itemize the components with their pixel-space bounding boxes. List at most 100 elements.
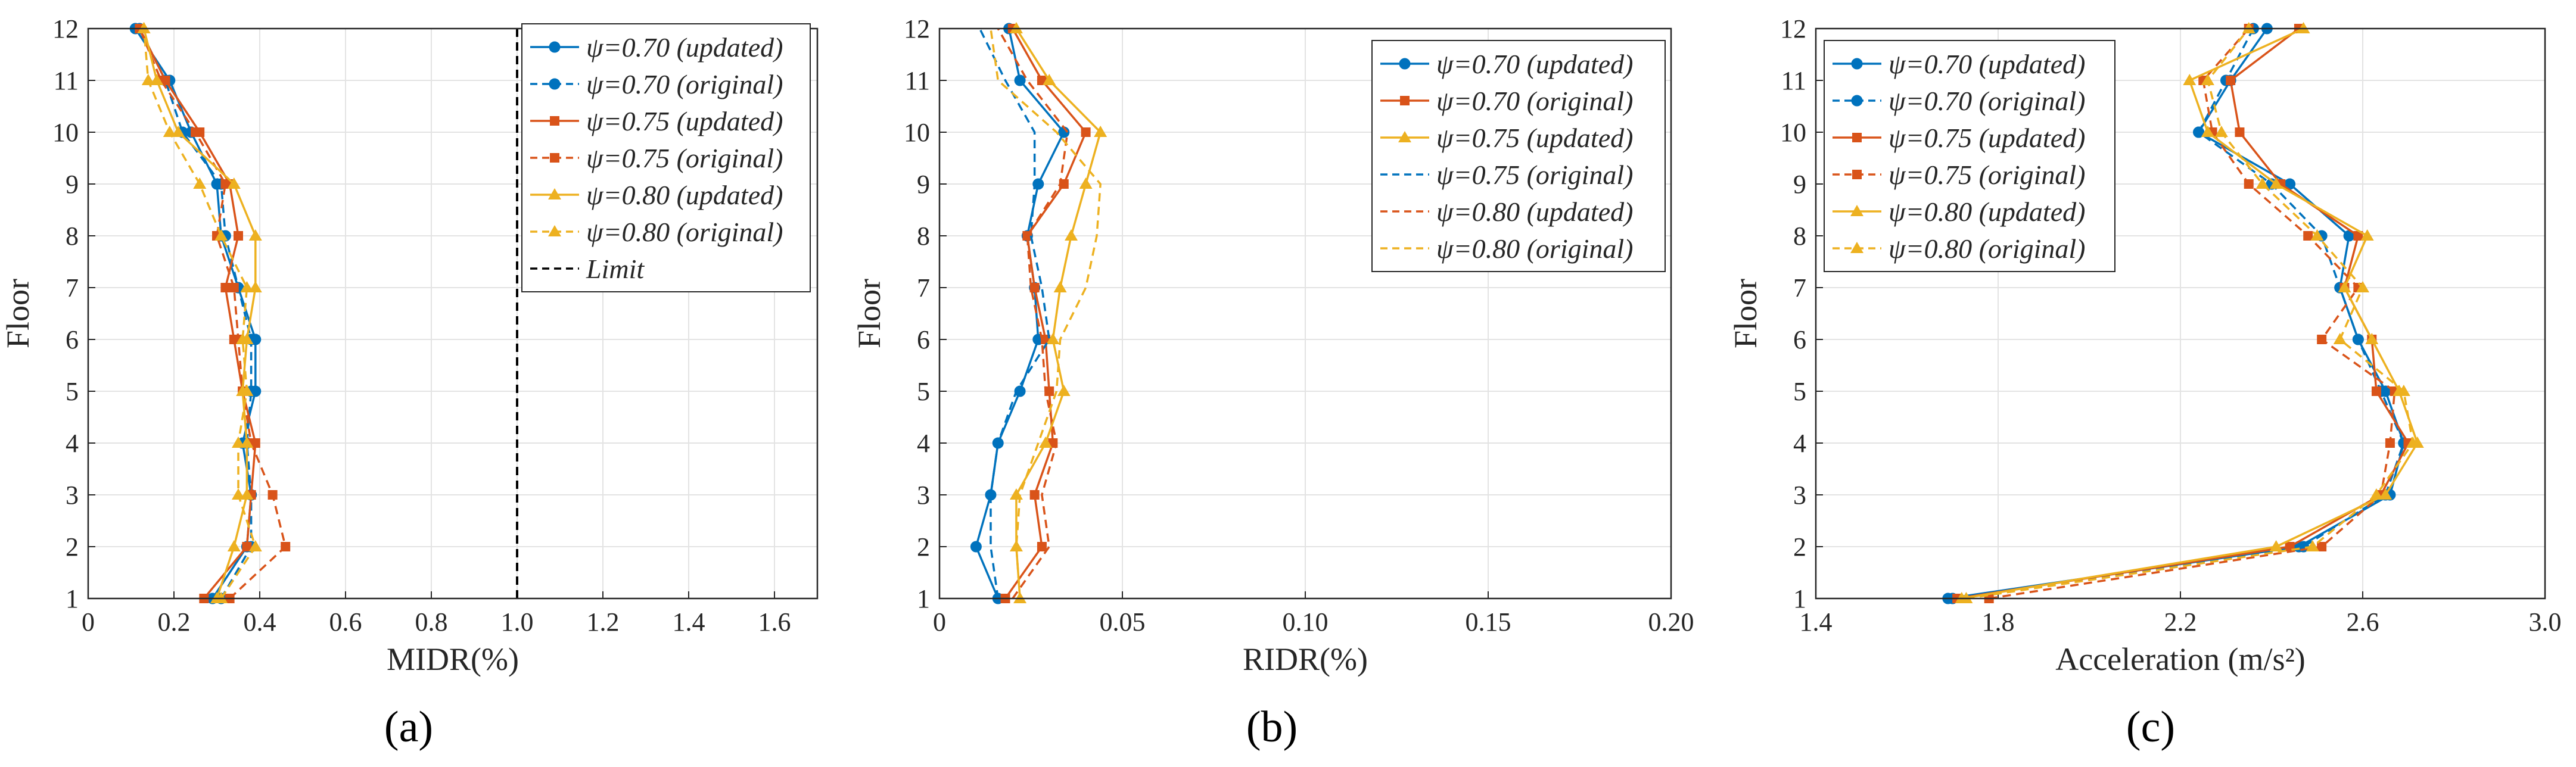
series-line: [138, 28, 257, 600]
x-tick-label: 0.20: [1648, 607, 1694, 637]
y-tick-label: 7: [1793, 273, 1806, 303]
data-point: [1029, 283, 1040, 292]
data-point: [2310, 229, 2324, 241]
y-tick-label: 11: [54, 66, 79, 95]
y-tick-label: 8: [66, 222, 79, 251]
series-line: [142, 28, 257, 599]
legend-entry: ψ=0.80 (updated): [1436, 197, 1633, 227]
x-tick-label: 2.6: [2347, 607, 2379, 637]
data-point: [227, 540, 241, 551]
data-point: [2317, 335, 2327, 344]
data-point: [1094, 126, 1107, 137]
y-tick-label: 6: [1793, 325, 1806, 354]
x-tick-label: 0.15: [1466, 607, 1511, 637]
data-point: [2226, 76, 2236, 85]
y-tick-label: 7: [917, 273, 930, 303]
data-point: [214, 592, 228, 603]
legend: ψ=0.70 (updated) ψ=0.70 (original) ψ=0.75 …: [1371, 40, 1666, 272]
y-axis-label: Floor: [851, 279, 887, 348]
panel-b-label: (b): [1246, 703, 1298, 752]
y-tick-label: 6: [917, 325, 930, 354]
legend-marker: [548, 188, 561, 199]
y-axis-label: Floor: [0, 279, 36, 348]
series-ψ=0.75 (updated): [1009, 22, 1107, 603]
data-point: [2369, 488, 2383, 500]
legend-entry: ψ=0.75 (original): [1436, 160, 1634, 190]
series-ψ=0.80 (original): [137, 22, 262, 603]
legend-marker: [1851, 58, 1863, 70]
data-point: [232, 436, 245, 448]
legend-marker: [549, 41, 561, 53]
y-tick-label: 4: [1793, 429, 1806, 458]
data-point: [2244, 179, 2254, 189]
y-tick-label: 9: [917, 170, 930, 199]
y-tick-label: 1: [1793, 584, 1806, 613]
series-ψ=0.80 (updated): [1955, 22, 2424, 603]
axes-box: [87, 27, 819, 600]
y-axis-label: Floor: [1728, 279, 1763, 348]
legend-entry: ψ=0.75 (original): [586, 143, 783, 173]
legend-marker: [548, 225, 561, 236]
data-point: [2379, 488, 2393, 500]
legend: ψ=0.70 (updated) ψ=0.70 (original) ψ=0.75 …: [521, 23, 811, 292]
legend-box: [1824, 40, 2115, 272]
data-point: [2352, 333, 2364, 345]
axes-box: [1815, 27, 2546, 600]
y-tick-label: 9: [1793, 170, 1806, 199]
data-point: [150, 74, 164, 85]
data-point: [281, 542, 291, 551]
x-tick-label: 0.2: [158, 607, 191, 637]
panel-a-label: (a): [384, 703, 433, 752]
data-point: [2306, 540, 2319, 551]
legend-marker: [1399, 58, 1411, 70]
panel-b: 0 0.05 0.10 0.15 0.20123456789101112RIDR(%)F…: [851, 14, 1694, 677]
data-point: [172, 126, 185, 137]
x-tick-label: 0.6: [329, 607, 362, 637]
legend-box: [1371, 40, 1666, 272]
data-point: [2360, 229, 2374, 241]
legend-marker: [1398, 131, 1411, 142]
data-point: [240, 436, 254, 448]
series-line: [990, 28, 1102, 599]
legend: ψ=0.70 (updated) ψ=0.70 (original) ψ=0.75 …: [1824, 40, 2115, 272]
data-point: [2201, 74, 2214, 85]
data-point: [2371, 386, 2381, 396]
legend-marker: [1850, 242, 1863, 253]
y-tick-label: 12: [904, 14, 930, 43]
legend-entry: ψ=0.70 (updated): [1889, 49, 2085, 79]
x-tick-label: 1.4: [1800, 607, 1833, 637]
series-ψ=0.80 (updated): [137, 22, 262, 603]
data-point: [2269, 177, 2283, 189]
data-point: [2214, 126, 2228, 137]
y-tick-label: 4: [917, 429, 930, 458]
y-tick-label: 3: [1793, 481, 1806, 510]
data-point: [1079, 177, 1093, 189]
data-point: [267, 490, 278, 500]
data-point: [248, 281, 262, 292]
y-tick-label: 10: [52, 118, 79, 147]
data-point: [163, 126, 176, 137]
legend-entry: ψ=0.70 (updated): [586, 32, 783, 63]
data-point: [2201, 126, 2214, 137]
data-point: [1029, 490, 1040, 500]
data-point: [1037, 542, 1047, 551]
y-tick-label: 9: [66, 170, 79, 199]
x-tick-label: 0.4: [244, 607, 276, 637]
legend-entry: Limit: [586, 254, 645, 284]
data-point: [193, 177, 207, 189]
data-point: [1014, 385, 1026, 397]
data-point: [1959, 592, 1973, 603]
data-point: [220, 283, 231, 292]
data-point: [1046, 333, 1060, 344]
y-tick-label: 1: [66, 584, 79, 613]
legend-entry: ψ=0.80 (updated): [586, 180, 783, 210]
data-point: [2317, 542, 2327, 551]
x-tick-label: 1.2: [587, 607, 620, 637]
x-tick-label: 1.6: [758, 607, 791, 637]
data-point: [248, 229, 262, 241]
legend-entry: ψ=0.75 (updated): [1889, 123, 2085, 153]
series-ψ=0.80 (original): [990, 28, 1102, 599]
y-tick-label: 2: [917, 532, 930, 562]
series-line: [1966, 27, 2414, 600]
